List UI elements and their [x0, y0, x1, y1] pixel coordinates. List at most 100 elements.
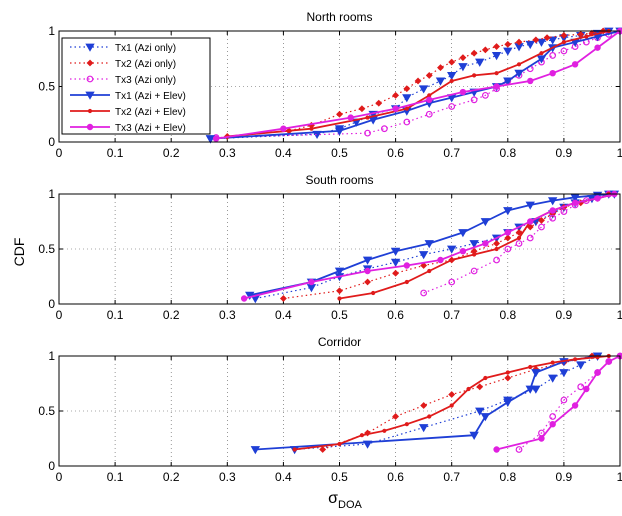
y-tick-label: 0 [48, 135, 55, 149]
data-point [403, 118, 411, 126]
data-point [359, 433, 365, 438]
data-point [515, 240, 523, 247]
data-point [576, 361, 586, 370]
data-point [493, 446, 500, 453]
x-tick-label: 0.5 [331, 308, 348, 322]
x-tick-label: 1 [617, 470, 622, 484]
data-point [364, 278, 371, 286]
series-line [322, 355, 593, 451]
data-point [504, 234, 512, 242]
data-point [549, 207, 556, 214]
y-tick-label: 0.5 [38, 404, 55, 418]
data-point [426, 96, 433, 104]
data-point [476, 383, 484, 391]
data-point [515, 38, 523, 46]
series-layer [240, 190, 620, 304]
x-tick-label: 0.3 [219, 146, 236, 160]
data-point [547, 197, 558, 206]
x-tick-label: 0.6 [387, 146, 404, 160]
x-tick-label: 0.6 [387, 470, 404, 484]
data-point [469, 431, 479, 441]
data-point [504, 229, 511, 236]
legend-label: Tx3 (Azi + Elev) [115, 123, 186, 134]
x-tick-label: 0 [56, 470, 63, 484]
x-tick-label: 1 [617, 308, 622, 322]
data-point [472, 252, 477, 257]
data-point [505, 370, 510, 375]
data-point [531, 369, 541, 378]
data-point [475, 407, 485, 416]
x-tick-label: 0.8 [499, 146, 516, 160]
data-point [571, 402, 579, 409]
y-tick-label: 1 [48, 187, 55, 201]
data-point [212, 135, 220, 142]
data-point [392, 269, 400, 277]
data-point [292, 447, 297, 452]
y-tick-label: 1 [48, 349, 55, 363]
series-layer [250, 352, 622, 455]
axes-frame [58, 30, 621, 143]
data-point [481, 46, 489, 54]
legend-entry: Tx3 (Azi + Elev) [70, 123, 186, 134]
series-2 [223, 27, 607, 140]
data-point [362, 256, 373, 265]
x-tick-label: 0 [56, 308, 63, 322]
x-tick-label: 0.6 [387, 308, 404, 322]
data-point [482, 240, 489, 247]
data-point [420, 289, 428, 297]
data-point [380, 125, 388, 133]
data-point [560, 47, 568, 55]
data-point [594, 369, 601, 376]
data-point [449, 403, 454, 408]
data-point [549, 69, 556, 77]
data-point [205, 135, 216, 144]
data-point [334, 127, 345, 136]
x-tick-label: 0.2 [163, 470, 180, 484]
data-point [402, 94, 412, 103]
data-point [573, 357, 578, 362]
data-point [449, 257, 454, 263]
x-tick-label: 1 [617, 146, 622, 160]
data-point [358, 105, 366, 113]
x-tick-label: 0 [56, 146, 63, 160]
data-point [469, 240, 479, 249]
data-point [459, 247, 467, 255]
x-tick-label: 0.4 [275, 308, 292, 322]
data-point [336, 287, 343, 295]
data-point [493, 240, 501, 247]
data-point [435, 77, 446, 86]
data-point [371, 290, 376, 296]
data-point [404, 279, 409, 285]
data-point [525, 201, 535, 210]
data-point [470, 49, 478, 57]
y-tick-label: 0.5 [38, 242, 55, 256]
data-point [480, 218, 491, 227]
data-point [403, 85, 411, 93]
data-point [337, 441, 342, 447]
data-point [472, 73, 477, 78]
x-tick-label: 0.4 [275, 470, 292, 484]
legend-entry: Tx2 (Azi only) [70, 59, 176, 70]
data-point [448, 103, 456, 110]
data-point [364, 129, 371, 137]
data-point [583, 385, 590, 393]
data-point [245, 291, 255, 301]
legend-entry: Tx1 (Azi + Elev) [70, 91, 186, 102]
data-point [427, 268, 432, 274]
data-point [420, 402, 428, 409]
x-tick-label: 0.4 [275, 146, 292, 160]
data-point [549, 52, 557, 59]
data-point [425, 71, 433, 79]
x-tick-label: 0.5 [331, 470, 348, 484]
data-point [449, 78, 454, 84]
data-point [470, 96, 478, 104]
data-point [526, 234, 534, 242]
data-point [448, 58, 456, 66]
legend-label: Tx2 (Azi + Elev) [115, 107, 186, 118]
x-tick-label: 0.9 [556, 470, 573, 484]
x-tick-label: 0.1 [107, 470, 124, 484]
data-point [425, 110, 433, 118]
data-point [538, 435, 545, 442]
data-point [549, 413, 557, 420]
y-tick-label: 1 [48, 24, 55, 38]
